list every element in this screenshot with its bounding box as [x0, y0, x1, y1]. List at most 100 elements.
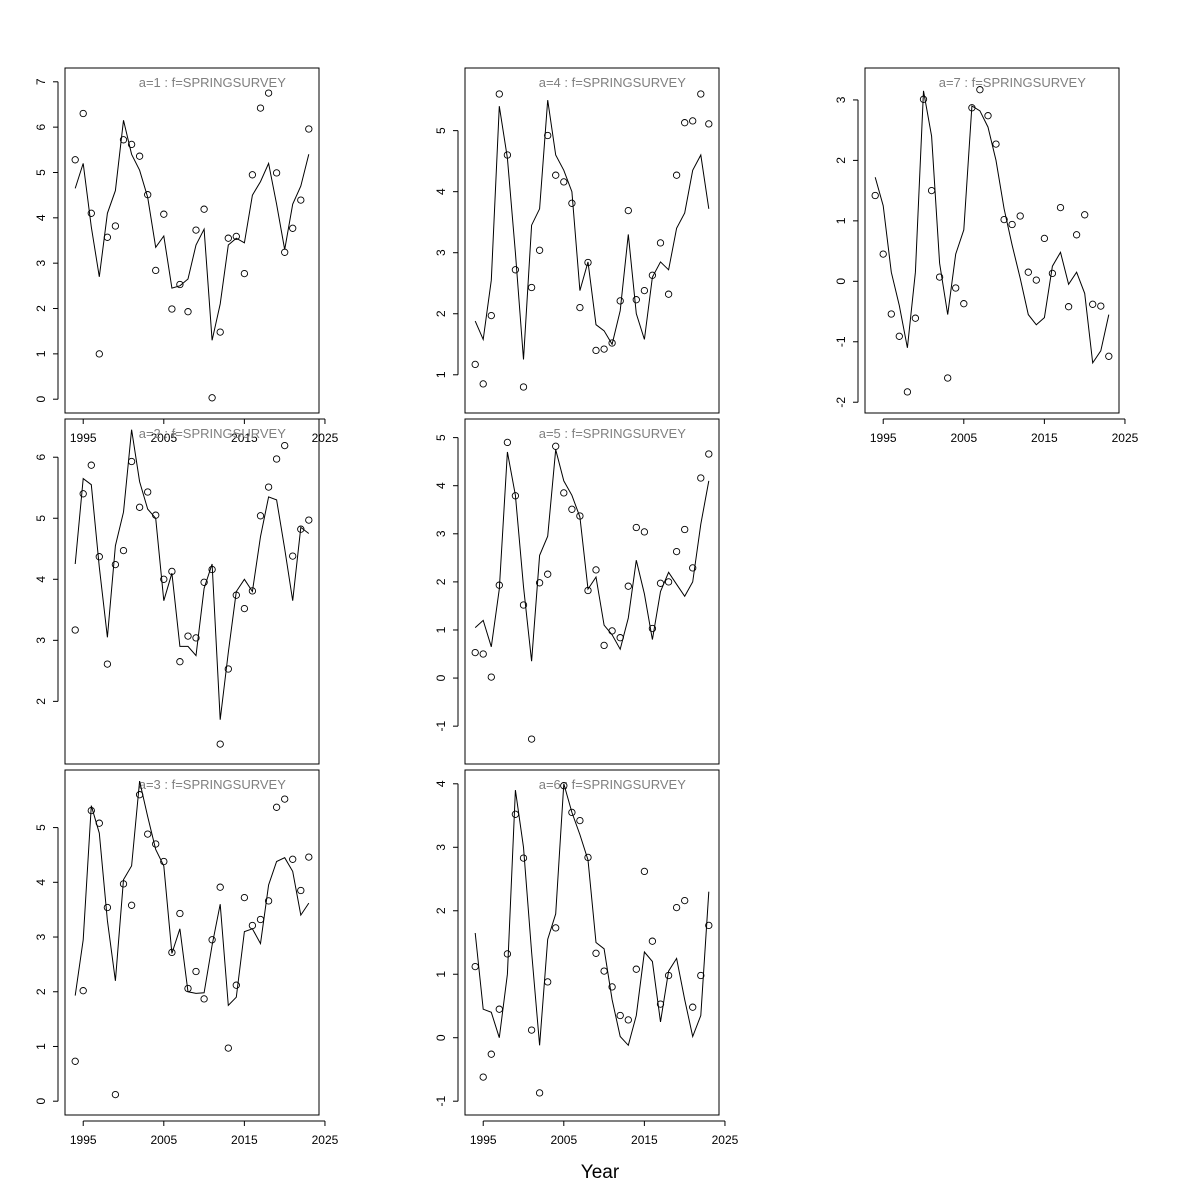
panel-frame: [464, 769, 720, 1116]
observed-point: [656, 239, 665, 247]
observed-point: [87, 806, 95, 815]
x-tick-label: 2005: [950, 431, 977, 445]
observed-point: [264, 897, 273, 905]
observed-point: [640, 867, 649, 876]
y-tick-label: -2: [834, 397, 848, 408]
observed-point: [479, 1073, 487, 1081]
observed-point: [560, 178, 568, 186]
y-tick-label: 4: [434, 188, 448, 195]
fitted-line: [74, 780, 310, 1007]
observed-point: [184, 984, 192, 993]
observed-point: [511, 266, 520, 274]
observed-point: [984, 112, 992, 120]
observed-point: [656, 1000, 665, 1008]
observed-point: [672, 547, 681, 556]
y-tick-label: 2: [434, 310, 448, 317]
observed-point: [176, 909, 184, 918]
observed-point: [681, 896, 689, 905]
y-tick-label: 0: [434, 1034, 448, 1041]
observed-point: [144, 488, 152, 496]
y-tick-label: 0: [834, 278, 848, 285]
y-tick-label: -1: [434, 1096, 448, 1107]
observed-point: [71, 156, 79, 164]
y-tick-label: 4: [34, 576, 48, 583]
observed-point: [689, 117, 697, 125]
observed-point: [535, 1089, 544, 1097]
observed-point: [1064, 303, 1073, 311]
observed-point: [903, 388, 912, 396]
panel-title: a=1 : f=SPRINGSURVEY: [139, 75, 286, 90]
observed-point: [1032, 276, 1040, 284]
observed-point: [664, 971, 673, 980]
observed-point: [192, 634, 200, 642]
observed-point: [95, 819, 103, 827]
observed-point: [1048, 269, 1057, 278]
observed-point: [487, 673, 495, 681]
observed-point: [1024, 268, 1032, 276]
observed-point: [511, 810, 520, 818]
observed-point: [568, 808, 576, 817]
observed-point: [127, 901, 136, 909]
panel-title: a=3 : f=SPRINGSURVEY: [139, 777, 286, 792]
observed-point: [256, 512, 265, 520]
observed-point: [111, 222, 120, 230]
observed-point: [495, 90, 503, 98]
observed-point: [592, 566, 600, 574]
observed-point: [616, 1011, 624, 1020]
observed-point: [576, 816, 584, 825]
x-tick-label: 2025: [1112, 431, 1139, 445]
x-tick-label: 2025: [312, 1133, 339, 1147]
observed-point: [160, 575, 168, 583]
y-tick-label: 3: [434, 530, 448, 537]
observed-point: [471, 962, 479, 971]
observed-point: [119, 136, 128, 144]
x-tick-label: 2005: [550, 1133, 577, 1147]
observed-point: [487, 1050, 495, 1058]
x-tick-label: 1995: [70, 1133, 97, 1147]
y-tick-label: 2: [434, 907, 448, 914]
observed-point: [95, 350, 103, 358]
observed-point: [895, 332, 903, 340]
observed-point: [952, 284, 960, 292]
observed-point: [160, 210, 168, 218]
observed-point: [297, 525, 305, 533]
y-tick-label: 4: [34, 879, 48, 886]
y-tick-label: -1: [834, 336, 848, 347]
observed-point: [911, 314, 920, 322]
observed-point: [552, 442, 560, 450]
panel-frame: [464, 418, 720, 765]
panel-a2: a=2 : f=SPRINGSURVEY 2 3 4 5 6: [34, 418, 320, 765]
observed-point: [305, 853, 313, 861]
observed-point: [176, 280, 184, 289]
observed-point: [87, 461, 95, 469]
observed-point: [208, 565, 216, 574]
observed-point: [535, 579, 544, 587]
y-tick-label: 6: [34, 454, 48, 461]
x-axis-label: Year: [581, 1162, 620, 1183]
observed-point: [135, 152, 144, 160]
y-tick-label: 0: [34, 396, 48, 403]
observed-point: [632, 296, 640, 304]
x-tick-label: 1995: [70, 431, 97, 445]
observed-point: [192, 967, 200, 976]
observed-point: [600, 967, 608, 975]
observed-point: [240, 893, 249, 902]
observed-point: [224, 234, 232, 242]
fitted-line: [474, 783, 710, 1047]
y-tick-label: 1: [434, 626, 448, 633]
observed-point: [87, 209, 95, 217]
observed-point: [297, 886, 305, 895]
observed-point: [200, 995, 208, 1003]
observed-point: [127, 457, 136, 466]
observed-point: [289, 855, 297, 863]
y-tick-label: 5: [34, 824, 48, 831]
observed-point: [168, 567, 176, 576]
panel-title: a=6 : f=SPRINGSURVEY: [539, 777, 686, 792]
observed-point: [224, 665, 232, 673]
observed-point: [95, 553, 103, 561]
observed-point: [503, 151, 512, 159]
observed-point: [544, 570, 552, 578]
fitted-line: [474, 449, 710, 662]
observed-point: [256, 104, 265, 112]
